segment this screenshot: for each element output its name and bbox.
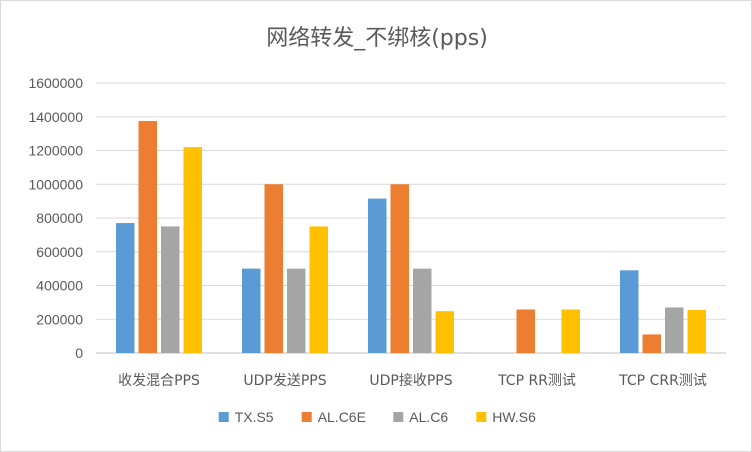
y-tick-label: 1200000: [28, 143, 83, 159]
bar: [516, 309, 535, 353]
legend-item: AL.C6: [393, 409, 448, 425]
y-tick-label: 1000000: [28, 176, 83, 192]
x-tick-label: UDP发送PPS: [243, 373, 326, 389]
bar: [287, 268, 306, 353]
bar: [642, 334, 661, 353]
x-tick-label: 收发混合PPS: [118, 373, 200, 389]
y-tick-label: 0: [75, 345, 83, 361]
legend-item: TX.S5: [218, 409, 274, 425]
bar: [161, 226, 180, 353]
legend-swatch: [301, 412, 312, 422]
bar: [687, 309, 706, 353]
x-tick-label: TCP RR测试: [497, 373, 576, 389]
legend-label: TX.S5: [235, 409, 274, 425]
legend-swatch: [218, 412, 229, 422]
bar: [413, 268, 432, 353]
legend-label: HW.S6: [492, 409, 536, 425]
bar: [435, 311, 454, 353]
x-tick-label: UDP接收PPS: [369, 372, 452, 389]
y-tick-label: 1600000: [28, 75, 83, 91]
legend-item: HW.S6: [476, 409, 536, 425]
legend-swatch: [393, 412, 404, 422]
x-tick-label: TCP CRR测试: [618, 373, 707, 389]
chart-title: 网络转发_不绑核(pps): [266, 26, 488, 51]
bar: [368, 198, 387, 353]
bar: [561, 309, 580, 353]
y-tick-label: 200000: [36, 311, 83, 327]
x-axis: 收发混合PPS UDP发送PPS UDP接收PPS TCP RR测试 TCP CRR测试: [118, 372, 707, 389]
legend-swatch: [476, 412, 487, 422]
bar: [390, 184, 409, 353]
bar: [665, 307, 684, 353]
bar: [620, 270, 639, 353]
legend-label: AL.C6: [409, 409, 448, 425]
bar: [242, 268, 261, 353]
bar: [116, 223, 135, 353]
y-tick-label: 600000: [36, 244, 83, 260]
y-tick-label: 1400000: [28, 109, 83, 125]
bar: [264, 184, 283, 353]
bar: [309, 226, 328, 353]
legend: TX.S5 AL.C6E AL.C6 HW.S6: [218, 409, 536, 425]
legend-item: AL.C6E: [301, 409, 366, 425]
y-tick-label: 400000: [36, 278, 83, 294]
legend-label: AL.C6E: [318, 409, 366, 425]
bars: [116, 120, 706, 353]
bar: [183, 147, 202, 353]
y-tick-label: 800000: [36, 210, 83, 226]
bar: [138, 120, 157, 353]
